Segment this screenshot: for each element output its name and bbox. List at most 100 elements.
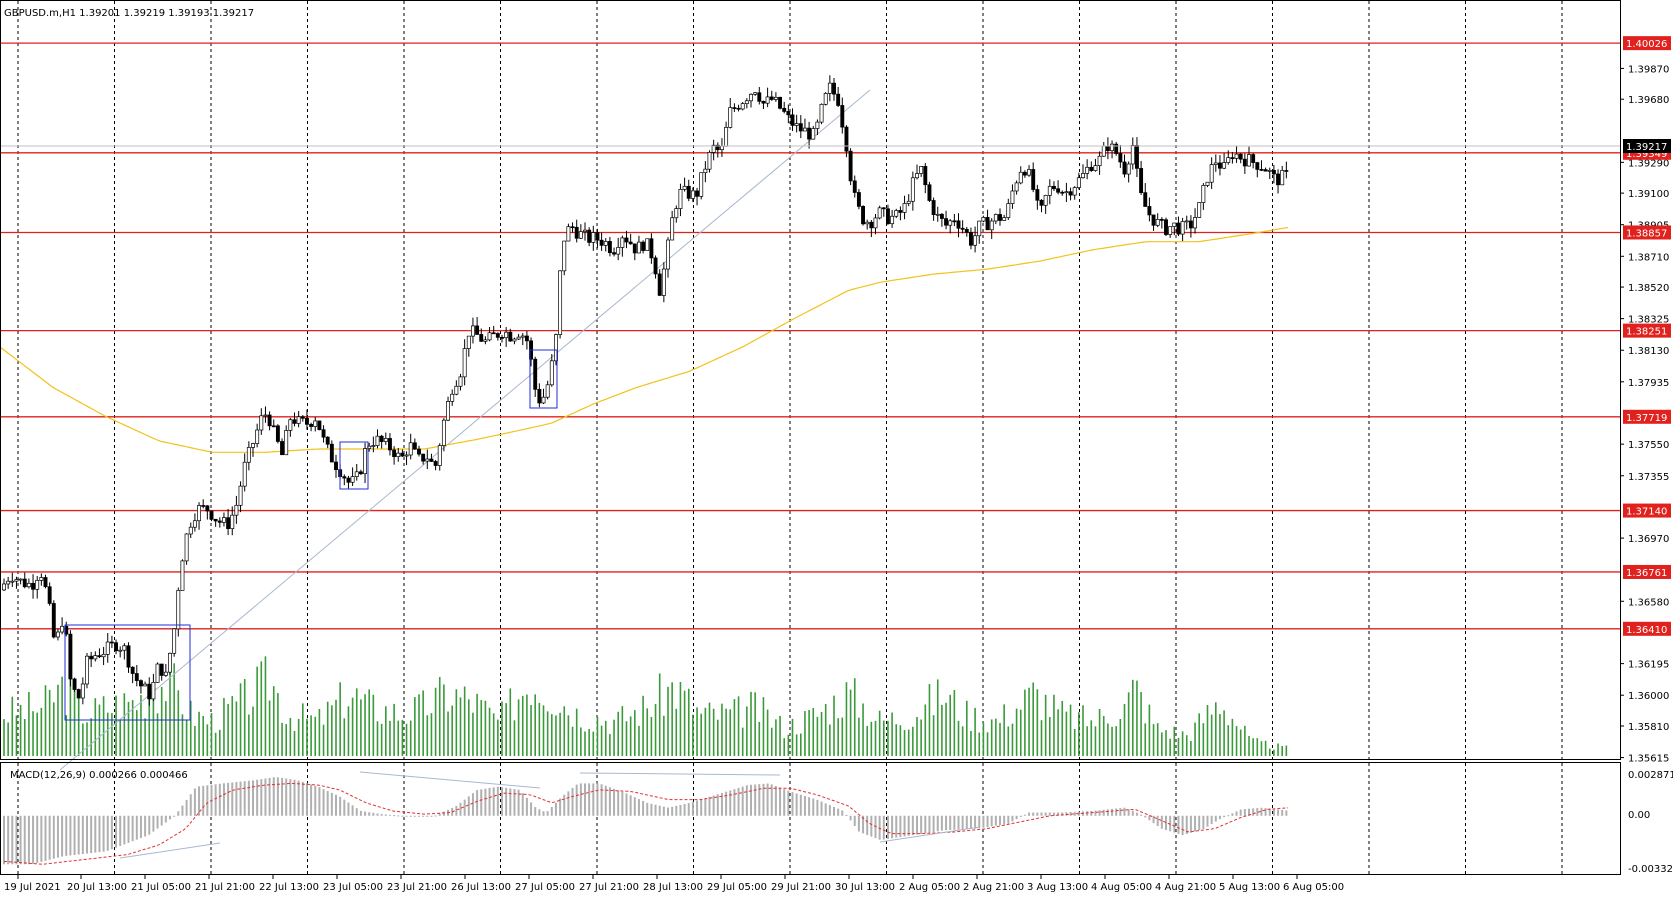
candle-bear [209, 510, 214, 520]
volume-bar [501, 701, 503, 756]
macd-bar [745, 785, 748, 816]
volume-bar [19, 704, 22, 756]
volume-bar [883, 720, 885, 756]
candle-bull [823, 93, 828, 105]
volume-bar [127, 701, 130, 756]
volume-bar [44, 685, 47, 756]
candle-bull [948, 220, 953, 226]
macd-bar [608, 787, 611, 816]
volume-bar [667, 686, 669, 756]
candle-bull [288, 419, 293, 431]
level-label: 1.38251 [1626, 327, 1667, 338]
macd-bar [1090, 810, 1093, 816]
macd-bar [1023, 814, 1026, 816]
level-tag [1623, 503, 1671, 518]
volume-bar [766, 709, 769, 756]
candle-bull [1168, 226, 1173, 235]
candle-bull [1110, 143, 1114, 152]
candle-bear [1259, 169, 1264, 171]
volume-bar [90, 718, 92, 756]
volume-bar [169, 652, 171, 756]
candle-bear [500, 337, 504, 339]
macd-trendline-4 [879, 826, 981, 843]
volume-bar [613, 719, 615, 756]
candle-bull [454, 385, 459, 395]
macd-bar [1223, 815, 1226, 818]
volume-bar [7, 722, 9, 756]
volume-bar [1281, 746, 1283, 756]
macd-bar [940, 815, 943, 831]
time-label: 26 Jul 13:00 [451, 882, 511, 893]
volume-bar [455, 689, 458, 756]
candle-bear [280, 441, 285, 456]
candle-bull [711, 144, 716, 153]
trendline[interactable] [59, 89, 871, 771]
macd-bar [1140, 814, 1143, 816]
macd-bar [1281, 809, 1284, 816]
candle-bull [163, 671, 168, 676]
macd-bar [621, 791, 624, 816]
candle-bear [1035, 189, 1040, 201]
macd-bar [1156, 815, 1159, 827]
candle-bear [778, 96, 783, 109]
volume-bar [899, 725, 902, 756]
candle-bull [188, 526, 193, 535]
candle-bear [686, 185, 691, 199]
macd-bar [86, 815, 88, 854]
candle-bear [109, 641, 114, 644]
macd-bar [982, 815, 985, 828]
macd-bar [189, 794, 192, 816]
volume-bar [318, 708, 321, 756]
macd-bar [642, 800, 645, 816]
candle-bull [255, 429, 260, 444]
time-label: 4 Aug 21:00 [1155, 882, 1216, 893]
volume-bar [1148, 704, 1151, 756]
candle-bear [790, 114, 795, 126]
volume-bar [1019, 709, 1022, 756]
volume-bar [1098, 708, 1101, 756]
volume-bar [982, 722, 985, 756]
price-tick-label: 1.35615 [1628, 754, 1669, 765]
candle-bear [271, 425, 276, 428]
candle-bear [1230, 157, 1235, 159]
candle-bull [645, 238, 650, 251]
candle-bear [599, 239, 604, 246]
macd-bar [1115, 808, 1118, 816]
volume-bar [360, 699, 362, 756]
volume-bar [986, 732, 989, 756]
price-tick-label: 1.39680 [1628, 95, 1669, 106]
candle-bear [1039, 199, 1044, 206]
macd-bar [1057, 812, 1060, 816]
price-tick-label: 1.36195 [1628, 660, 1669, 671]
macd-bar [401, 815, 404, 817]
volume-bar [1003, 704, 1005, 756]
volume-bar [1049, 717, 1051, 756]
volume-bar [28, 691, 30, 756]
macd-bar [422, 815, 425, 817]
volume-bar [1115, 726, 1117, 756]
candle-bull [242, 461, 247, 487]
macd-bar [870, 815, 873, 837]
candle-bear [533, 358, 538, 390]
macd-bar [106, 815, 109, 851]
volume-bar [339, 682, 341, 756]
candle-bull [122, 645, 127, 651]
volume-bar [293, 731, 296, 756]
macd-bar [837, 808, 840, 816]
candle-bear [1051, 185, 1056, 190]
volume-bar [1132, 679, 1134, 756]
time-label: 5 Aug 13:00 [1219, 882, 1280, 893]
candle-bear [1263, 169, 1268, 172]
macd-bar [476, 790, 479, 816]
candle-bear [475, 325, 480, 335]
volume-bars [3, 652, 1288, 756]
volume-bar [580, 727, 582, 756]
candle-bear [786, 111, 791, 116]
candle-bull [910, 177, 915, 202]
volume-bar [40, 707, 43, 756]
candle-bear [798, 123, 803, 132]
volume-bar [1028, 687, 1030, 756]
candle-bull [375, 435, 380, 446]
candle-bear [1105, 145, 1110, 152]
